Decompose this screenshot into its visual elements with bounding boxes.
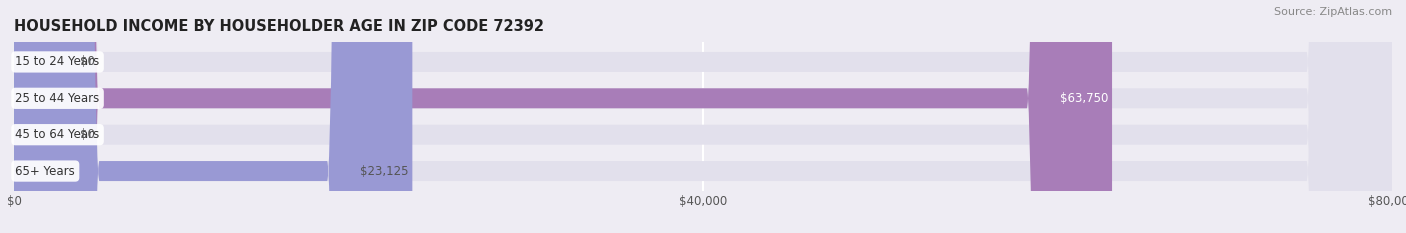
FancyBboxPatch shape	[14, 0, 48, 233]
FancyBboxPatch shape	[14, 0, 1112, 233]
Text: 65+ Years: 65+ Years	[15, 164, 75, 178]
FancyBboxPatch shape	[14, 0, 1392, 233]
Text: $63,750: $63,750	[1060, 92, 1108, 105]
FancyBboxPatch shape	[14, 0, 1392, 233]
Text: $23,125: $23,125	[360, 164, 408, 178]
Text: 45 to 64 Years: 45 to 64 Years	[15, 128, 100, 141]
Text: 15 to 24 Years: 15 to 24 Years	[15, 55, 100, 69]
FancyBboxPatch shape	[14, 0, 1392, 233]
Text: Source: ZipAtlas.com: Source: ZipAtlas.com	[1274, 7, 1392, 17]
FancyBboxPatch shape	[14, 0, 1392, 233]
Text: $0: $0	[80, 128, 96, 141]
Text: HOUSEHOLD INCOME BY HOUSEHOLDER AGE IN ZIP CODE 72392: HOUSEHOLD INCOME BY HOUSEHOLDER AGE IN Z…	[14, 19, 544, 34]
Text: 25 to 44 Years: 25 to 44 Years	[15, 92, 100, 105]
FancyBboxPatch shape	[14, 0, 48, 233]
Text: $0: $0	[80, 55, 96, 69]
FancyBboxPatch shape	[14, 0, 412, 233]
